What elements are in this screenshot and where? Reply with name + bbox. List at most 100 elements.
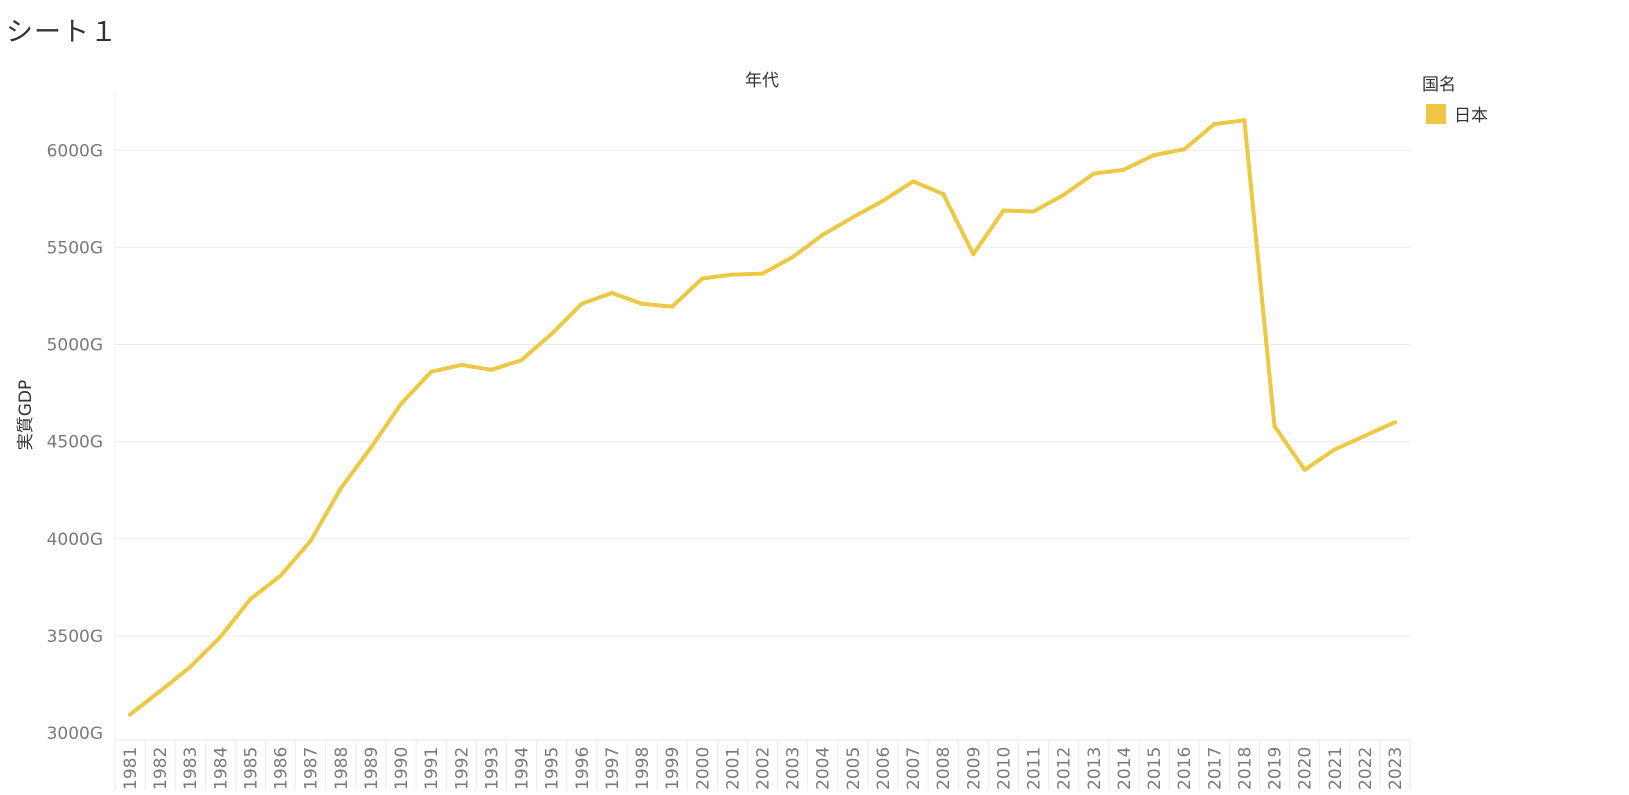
legend-label: 日本 — [1454, 106, 1488, 126]
data-point[interactable] — [971, 252, 976, 257]
x-tick-label: 2014 — [1115, 747, 1135, 790]
data-point[interactable] — [218, 634, 223, 639]
x-tick-label: 2007 — [904, 747, 924, 790]
data-point[interactable] — [1182, 147, 1187, 152]
data-point[interactable] — [158, 689, 163, 694]
data-point[interactable] — [1121, 167, 1126, 172]
x-tick-label: 2009 — [964, 747, 984, 790]
x-tick-label: 1985 — [241, 747, 261, 790]
x-tick-label: 2010 — [994, 747, 1014, 790]
data-point[interactable] — [640, 301, 645, 306]
data-point[interactable] — [1152, 153, 1157, 158]
legend-title: 国名 — [1422, 75, 1456, 95]
x-tick-label: 2015 — [1145, 747, 1165, 790]
data-point[interactable] — [1001, 208, 1006, 213]
x-tick-label: 1992 — [452, 747, 472, 790]
data-point[interactable] — [519, 358, 524, 363]
data-point[interactable] — [941, 191, 946, 196]
y-tick-label: 6000G — [47, 141, 103, 161]
x-tick-label: 1998 — [633, 747, 653, 790]
x-tick-label: 2006 — [874, 747, 894, 790]
x-axis: 1981 1982 1983 1984 1985 1986 1987 1988 1989 1990… — [114, 739, 1411, 790]
data-point[interactable] — [1362, 433, 1367, 438]
x-tick-label: 2020 — [1296, 747, 1316, 790]
x-tick-label: 2018 — [1235, 747, 1255, 790]
x-tick-label: 1990 — [392, 747, 412, 790]
x-tick-label: 2022 — [1356, 747, 1376, 790]
x-tick-label: 1982 — [151, 747, 171, 790]
x-tick-label: 2003 — [784, 747, 804, 790]
series-line[interactable] — [128, 118, 1397, 717]
data-point[interactable] — [1212, 122, 1217, 127]
sheet-title: シート１ — [6, 17, 118, 48]
data-point[interactable] — [399, 401, 404, 406]
data-point[interactable] — [1332, 447, 1337, 452]
legend-item-japan[interactable]: 日本 — [1422, 101, 1488, 126]
x-tick-label: 2000 — [693, 747, 713, 790]
x-tick-label: 1991 — [422, 747, 442, 790]
data-point[interactable] — [820, 232, 825, 237]
data-point[interactable] — [579, 301, 584, 306]
x-tick-label: 1981 — [121, 747, 141, 790]
data-point[interactable] — [489, 367, 494, 372]
data-point[interactable] — [670, 304, 675, 309]
data-point[interactable] — [549, 331, 554, 336]
data-point[interactable] — [730, 272, 735, 277]
x-tick-label: 1994 — [513, 747, 533, 790]
data-point[interactable] — [1031, 209, 1036, 214]
x-tick-label: 1987 — [302, 747, 322, 790]
x-tick-label: 2017 — [1205, 747, 1225, 790]
data-point[interactable] — [128, 712, 132, 717]
legend-swatch — [1426, 103, 1446, 124]
x-tick-label: 2004 — [814, 747, 834, 790]
x-tick-label: 1997 — [603, 747, 623, 790]
data-point[interactable] — [248, 596, 253, 601]
x-tick-label: 2011 — [1025, 747, 1045, 790]
data-point[interactable] — [790, 255, 795, 260]
data-point[interactable] — [850, 215, 855, 220]
data-point[interactable] — [880, 198, 885, 203]
y-tick-label: 5000G — [47, 336, 103, 356]
x-tick-label: 1988 — [332, 747, 352, 790]
y-tick-label: 5500G — [47, 238, 103, 258]
x-tick-label: 1989 — [362, 747, 382, 790]
data-point[interactable] — [760, 271, 765, 276]
y-axis: 3000G 3500G 4000G 4500G 5000G 5500G 6000G — [47, 92, 116, 744]
x-tick-label: 2012 — [1055, 747, 1075, 790]
data-point[interactable] — [911, 179, 916, 184]
data-point[interactable] — [1272, 424, 1277, 429]
x-tick-label: 2001 — [723, 747, 743, 790]
y-tick-label: 4500G — [47, 433, 103, 453]
y-tick-label: 3500G — [47, 627, 103, 647]
x-tick-label: 2019 — [1266, 747, 1286, 790]
x-tick-label: 2002 — [754, 747, 774, 790]
data-point[interactable] — [308, 538, 313, 543]
data-point[interactable] — [278, 573, 283, 578]
data-point[interactable] — [1091, 171, 1096, 176]
y-tick-label: 3000G — [47, 724, 103, 744]
data-point[interactable] — [188, 664, 193, 669]
x-tick-label: 2021 — [1326, 747, 1346, 790]
data-point[interactable] — [429, 369, 434, 374]
y-axis-label: 実質GDP — [16, 380, 36, 451]
x-tick-label: 1984 — [211, 747, 231, 790]
data-point[interactable] — [700, 276, 705, 281]
data-point[interactable] — [1393, 420, 1397, 425]
data-point[interactable] — [609, 291, 614, 296]
series-layer — [128, 118, 1397, 717]
data-point[interactable] — [368, 445, 373, 450]
x-tick-label: 1996 — [573, 747, 593, 790]
x-tick-label: 1983 — [181, 747, 201, 790]
x-tick-label: 1995 — [543, 747, 563, 790]
data-point[interactable] — [1302, 467, 1307, 472]
data-point[interactable] — [338, 486, 343, 491]
chart-title: 年代 — [745, 71, 779, 91]
data-point[interactable] — [459, 362, 464, 367]
data-point[interactable] — [1242, 118, 1247, 123]
x-tick-label: 1993 — [482, 747, 502, 790]
y-tick-label: 4000G — [47, 530, 103, 550]
x-tick-label: 2005 — [844, 747, 864, 790]
x-tick-label: 2016 — [1175, 747, 1195, 790]
data-point[interactable] — [1061, 192, 1066, 197]
